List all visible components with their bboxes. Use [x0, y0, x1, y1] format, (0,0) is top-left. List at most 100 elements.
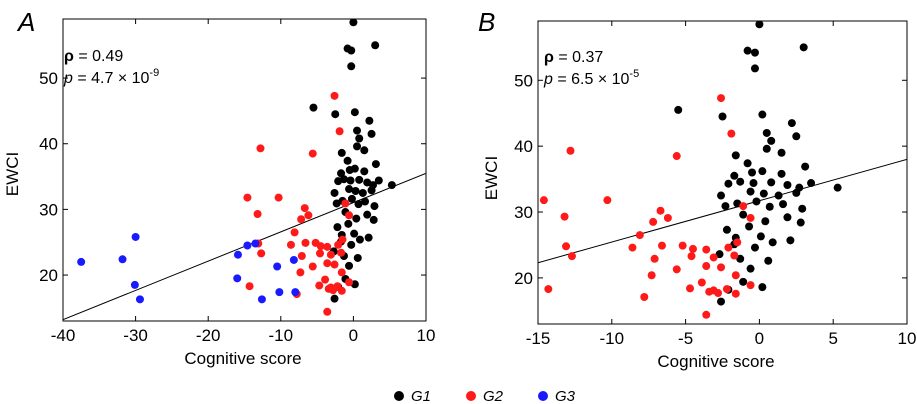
panel-b-point-g1: [756, 232, 765, 241]
panel-a-x-tick-label: -40: [51, 326, 76, 345]
panel-b-point-g2: [562, 242, 571, 251]
panel-b-point-g2: [739, 202, 748, 211]
panel-b-point-g1: [764, 256, 773, 265]
panel-a-point-g2: [316, 242, 325, 251]
panel-a-point-g1: [355, 235, 364, 244]
panel-b-point-g1: [748, 168, 757, 177]
panel-b-point-g1: [783, 213, 792, 222]
panel-a-point-g1: [360, 146, 369, 155]
legend-g3-marker: [538, 391, 548, 401]
panel-a-point-g2: [253, 209, 262, 218]
panel-a-point-g1: [363, 210, 372, 219]
panel-a-point-g1: [360, 167, 369, 176]
panel-a-point-g3: [257, 295, 266, 304]
panel-a-point-g2: [308, 149, 317, 158]
panel-a-point-g1: [345, 261, 354, 270]
panel-b-point-g2: [731, 271, 740, 280]
panel-b-data-area: [538, 21, 907, 319]
panel-a-point-g1: [347, 46, 356, 55]
panel-a-point-g2: [323, 259, 332, 268]
panel-a-y-axis-label: EWCI: [3, 152, 22, 196]
panel-b-point-g2: [656, 206, 665, 215]
panel-b-point-g1: [750, 48, 759, 57]
panel-b-point-g2: [603, 196, 612, 205]
panel-a-point-g2: [330, 260, 339, 269]
panel-a-rho-stat: ρ = 0.49: [64, 48, 123, 65]
panel-a-p-stat: p = 4.7 × 10-9: [63, 67, 159, 87]
panel-a-x-tick-label: -10: [269, 326, 294, 345]
panel-a-point-g2: [290, 228, 299, 237]
panel-a-y-tick-label: 20: [39, 266, 58, 285]
panel-b-point-g1: [717, 297, 726, 306]
panel-b-point-g1: [796, 218, 805, 227]
panel-a-rho-symbol: ρ: [64, 48, 74, 65]
panel-b-point-g2: [657, 241, 666, 250]
panel-b-p-exponent: -5: [629, 68, 639, 80]
panel-b-point-g1: [739, 277, 748, 286]
panel-a-point-g1: [355, 134, 364, 143]
panel-b-x-tick-label: 0: [755, 329, 764, 348]
panel-a-point-g1: [345, 185, 354, 194]
panel-a-point-g3: [273, 262, 282, 271]
panel-b-point-g2: [722, 285, 731, 294]
panel-a-x-tick-label: 10: [417, 326, 436, 345]
panel-a-p-value: = 4.7 × 10: [73, 70, 150, 87]
panel-b-point-g2: [702, 310, 711, 319]
panel-b-point-g2: [672, 152, 681, 161]
panel-b-point-g1: [762, 144, 771, 153]
panel-a-point-g2: [245, 282, 254, 291]
panel-a-point-g2: [274, 193, 283, 202]
panel-a-point-g3: [118, 255, 127, 264]
panel-a-point-g1: [374, 176, 383, 185]
panel-a-point-g1: [347, 240, 356, 249]
panel-a-point-g1: [346, 176, 355, 185]
panel-a-y-tick-label: 40: [39, 135, 58, 154]
panel-a-point-g2: [321, 275, 330, 284]
panel-b-point-g1: [792, 132, 801, 141]
panel-b-rho-symbol: ρ: [544, 49, 554, 66]
panel-a-point-g1: [353, 126, 362, 135]
panel-b-x-tick-label: 5: [828, 329, 837, 348]
panel-a: A EWCI Cognitive score ρ = 0.49 p = 4.7 …: [3, 7, 435, 368]
panel-b-point-g1: [787, 119, 796, 128]
panel-b-y-tick-label: 20: [514, 269, 533, 288]
panel-a-point-g1: [353, 253, 362, 262]
legend-g3-label: G3: [555, 388, 576, 404]
panel-a-point-g3: [251, 239, 260, 248]
legend: G1 G2 G3: [394, 388, 576, 404]
panel-b-point-g2: [727, 129, 736, 138]
panel-b-point-g1: [736, 177, 745, 186]
panel-a-point-g3: [233, 250, 242, 259]
panel-b-point-g1: [767, 178, 776, 187]
panel-a-point-g1: [352, 214, 361, 223]
panel-a-point-g1: [330, 294, 339, 303]
panel-b-point-g1: [759, 189, 768, 198]
panel-a-x-tick-label: -20: [196, 326, 221, 345]
panel-a-x-tick-label: -30: [123, 326, 148, 345]
panel-b-x-tick-label: 10: [898, 329, 917, 348]
panel-a-point-g1: [365, 116, 374, 125]
panel-a-point-g3: [77, 257, 86, 266]
panel-a-point-g3: [275, 288, 284, 297]
panel-a-point-g2: [337, 286, 346, 295]
panel-a-point-g1: [344, 219, 353, 228]
panel-b-point-g1: [722, 225, 731, 234]
panel-a-point-g2: [243, 193, 252, 202]
panel-b-point-g1: [715, 250, 724, 259]
panel-b-point-g1: [745, 222, 754, 231]
panel-b-point-g1: [755, 21, 764, 29]
panel-b-point-g1: [746, 264, 755, 273]
panel-a-point-g1: [350, 108, 359, 117]
panel-a-point-g1: [361, 197, 370, 206]
panel-b-point-g2: [544, 285, 553, 294]
panel-a-point-g2: [337, 248, 346, 257]
panel-b-point-g1: [798, 204, 807, 213]
panel-a-point-g2: [301, 238, 310, 247]
panel-b-point-g1: [833, 183, 842, 192]
panel-b-point-g2: [731, 289, 740, 298]
panel-a-point-g1: [339, 175, 348, 184]
panel-a-point-g2: [338, 235, 347, 244]
panel-b-point-g1: [717, 191, 726, 200]
panel-b-x-axis-label: Cognitive score: [657, 352, 774, 371]
panel-b-p-symbol: p: [543, 71, 553, 88]
